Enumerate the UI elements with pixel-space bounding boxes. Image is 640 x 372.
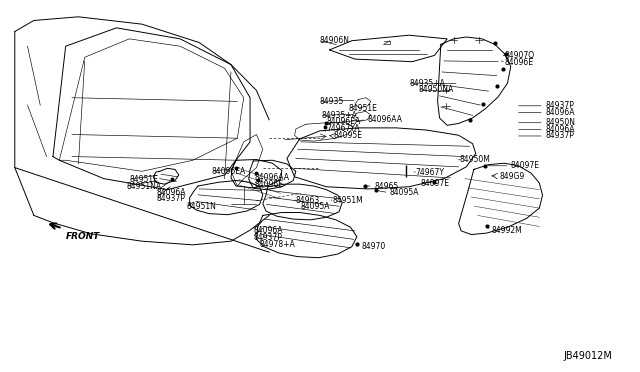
Text: 84096EA: 84096EA (326, 118, 360, 126)
Text: 84097E: 84097E (511, 161, 540, 170)
Text: 84950N: 84950N (546, 118, 576, 127)
Text: 84937P: 84937P (546, 101, 575, 110)
Text: 84951N: 84951N (186, 202, 216, 211)
Text: 84992M: 84992M (492, 227, 522, 235)
Text: 84096EA: 84096EA (212, 167, 246, 176)
Text: 84096A: 84096A (546, 125, 575, 134)
Text: 84906N: 84906N (320, 36, 350, 45)
Text: 84097E: 84097E (420, 179, 449, 187)
Text: 84907Q: 84907Q (504, 51, 534, 60)
Text: 84935: 84935 (320, 97, 344, 106)
Text: 84096A: 84096A (253, 227, 283, 235)
Text: 84935+A: 84935+A (321, 111, 357, 120)
Text: JB49012M: JB49012M (564, 351, 612, 361)
Text: 84095A: 84095A (390, 188, 419, 197)
Text: 84096E: 84096E (504, 58, 533, 67)
Text: 84096E: 84096E (255, 180, 284, 189)
Text: 84095A: 84095A (301, 202, 330, 211)
Text: 84951NA: 84951NA (126, 182, 161, 190)
Text: 84950M: 84950M (460, 155, 491, 164)
Text: 84096A: 84096A (157, 188, 186, 197)
Text: 84950NA: 84950NA (419, 85, 454, 94)
Text: 84937P: 84937P (253, 233, 282, 242)
Text: 84965: 84965 (374, 182, 398, 190)
Text: FRONT: FRONT (66, 232, 100, 241)
Text: 84937P: 84937P (546, 131, 575, 141)
Text: 84096AA: 84096AA (255, 173, 289, 182)
Text: 849G9: 849G9 (499, 171, 525, 180)
Text: 84951E: 84951E (129, 175, 158, 184)
Text: 84937P: 84937P (157, 195, 186, 203)
Text: 84935+A: 84935+A (409, 78, 445, 87)
Text: 84095E: 84095E (334, 131, 363, 141)
Text: 84963: 84963 (296, 196, 320, 205)
Text: 84970: 84970 (362, 242, 385, 251)
Text: 74967Y: 74967Y (415, 167, 444, 177)
Text: 84096AA: 84096AA (368, 115, 403, 124)
Text: 84951E: 84951E (349, 103, 378, 112)
Text: 74967YA: 74967YA (326, 124, 360, 133)
Text: 84096A: 84096A (546, 108, 575, 117)
Text: 84951M: 84951M (333, 196, 364, 205)
Text: 84978+A: 84978+A (260, 240, 295, 248)
